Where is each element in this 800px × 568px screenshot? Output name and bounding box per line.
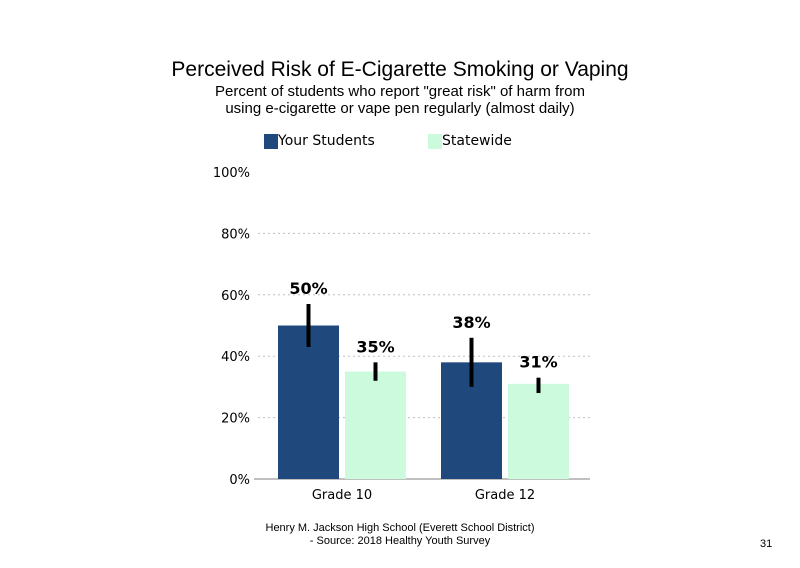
data-label-statewide: 35% — [356, 337, 394, 356]
footer-line-1: Henry M. Jackson High School (Everett Sc… — [265, 522, 535, 534]
legend-label-statewide: Statewide — [442, 133, 512, 149]
chart-subtitle: Percent of students who report "great ri… — [0, 83, 800, 117]
bar-statewide — [345, 371, 406, 479]
y-tick-label: 80% — [221, 227, 250, 242]
x-category-label: Grade 12 — [475, 488, 535, 503]
bar-your-students — [278, 325, 339, 479]
data-label-statewide: 31% — [519, 353, 557, 372]
subtitle-line-1: Percent of students who report "great ri… — [215, 83, 585, 100]
y-tick-label: 60% — [221, 289, 250, 304]
y-tick-label: 0% — [229, 473, 250, 488]
chart-title: Perceived Risk of E-Cigarette Smoking or… — [171, 58, 629, 81]
data-label-your-students: 38% — [452, 313, 490, 332]
data-label-your-students: 50% — [289, 279, 327, 298]
footer-source: Henry M. Jackson High School (Everett Sc… — [200, 522, 600, 548]
legend-swatch-your-students — [264, 134, 278, 149]
legend-swatch-statewide — [428, 134, 442, 149]
subtitle-line-2: using e-cigarette or vape pen regularly … — [225, 100, 575, 117]
footer-line-2: - Source: 2018 Healthy Youth Survey — [309, 535, 491, 547]
y-tick-label: 100% — [213, 166, 250, 181]
page-number: 31 — [760, 538, 773, 550]
x-category-label: Grade 10 — [312, 488, 372, 503]
bar-statewide — [508, 383, 569, 479]
y-tick-label: 40% — [221, 350, 250, 365]
y-tick-label: 20% — [221, 412, 250, 427]
legend-label-your-students: Your Students — [278, 133, 375, 149]
